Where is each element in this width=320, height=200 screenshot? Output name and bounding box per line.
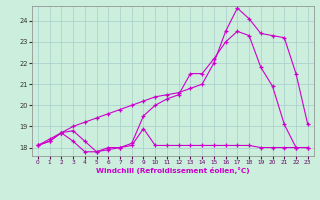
X-axis label: Windchill (Refroidissement éolien,°C): Windchill (Refroidissement éolien,°C) — [96, 167, 250, 174]
